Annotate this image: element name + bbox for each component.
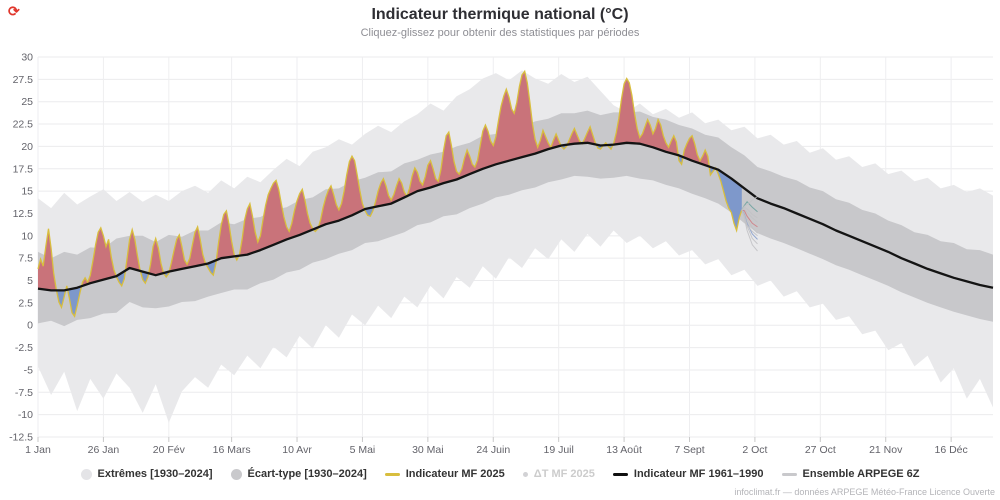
legend-item-label: Indicateur MF 2025 [405,468,505,480]
legend-item-5[interactable]: Indicateur MF 1961–1990 [612,468,764,480]
ensemble-member-line [741,209,758,234]
y-tick-label: 5 [27,275,33,287]
legend-marker-line-icon [612,472,628,476]
x-tick-label: 24 Juin [476,444,510,456]
y-tick-label: 20 [21,141,33,153]
y-tick-label: 17.5 [13,163,34,175]
x-tick-label: 21 Nov [869,444,903,456]
y-tick-label: 7.5 [18,253,33,265]
ecart-type-band [38,110,993,327]
y-tick-label: 2.5 [18,297,33,309]
chart-title: Indicateur thermique national (°C) [371,6,629,23]
legend-marker-circle-icon [230,468,242,480]
legend-item-label: Écart-type [1930–2024] [247,468,367,480]
legend-item-6[interactable]: Ensemble ARPEGE 6Z [781,468,920,480]
legend-item-2[interactable]: Écart-type [1930–2024] [230,468,367,480]
legend-item-label: Extrêmes [1930–2024] [97,468,213,480]
legend: Extrêmes [1930–2024] Écart-type [1930–202… [0,466,1000,482]
y-tick-label: 10 [21,230,33,242]
legend-marker-circle-icon [80,468,92,480]
chart-subtitle: Cliquez-glissez pour obtenir des statist… [360,27,640,39]
y-tick-label: -7.5 [15,387,33,399]
x-tick-label: 16 Déc [934,444,967,456]
warm-anomaly-area [38,228,57,291]
warm-anomaly-area [582,126,597,145]
warm-anomaly-area [613,78,679,156]
refresh-icon[interactable]: ⟳ [8,3,20,19]
y-tick-label: 25 [21,96,33,108]
legend-item-label: Indicateur MF 1961–1990 [633,468,764,480]
x-tick-label: 5 Mai [350,444,376,456]
legend-marker-dot-icon [522,471,528,477]
warm-anomaly-area [216,210,236,261]
y-tick-label: -12.5 [9,432,33,444]
warm-anomaly-area [169,226,206,272]
x-tick-label: 1 Jan [25,444,51,456]
cold-anomaly-area [140,271,149,284]
x-tick-label: 20 Fév [153,444,186,456]
x-tick-label: 2 Oct [742,444,767,456]
x-tick-label: 7 Sept [674,444,704,456]
y-tick-label: 12.5 [13,208,34,220]
x-tick-label: 13 Août [606,444,642,456]
legend-item-label: Ensemble ARPEGE 6Z [802,468,920,480]
legend-item-label: ΔT MF 2025 [533,468,595,480]
x-tick-label: 30 Mai [412,444,444,456]
cold-anomaly-area [56,290,66,308]
warm-anomaly-area [567,128,582,145]
ensemble-member-line [741,209,758,237]
cold-anomaly-area [67,286,82,317]
normal-1961-1990-line [37,141,994,292]
ensemble-member-line [741,209,758,228]
legend-marker-line-icon [781,472,797,476]
x-tick-label: 10 Avr [282,444,312,456]
legend-marker-line-icon [384,472,400,476]
warm-anomaly-area [407,71,561,197]
x-tick-label: 19 Juil [543,444,573,456]
y-tick-label: -2.5 [15,342,33,354]
x-tick-label: 27 Oct [805,444,836,456]
y-tick-label: 0 [27,320,33,332]
ensemble-member-line [741,196,758,211]
legend-item-3[interactable]: Indicateur MF 2025 [384,468,505,480]
x-tick-label: 16 Mars [213,444,251,456]
cold-anomaly-area [116,270,126,286]
y-tick-label: 27.5 [13,74,34,86]
y-tick-label: 30 [21,52,33,64]
warm-anomaly-area [238,180,314,256]
ensemble-member-line [741,209,758,252]
legend-item-4[interactable]: ΔT MF 2025 [522,468,595,480]
warm-anomaly-area [148,238,164,276]
y-tick-label: -5 [24,364,33,376]
legend-item-1[interactable]: Extrêmes [1930–2024] [80,468,213,480]
warm-anomaly-area [318,156,365,228]
footer-credit: infoclimat.fr — données ARPEGE Météo-Fra… [734,487,995,497]
mf2025-line [37,69,743,318]
y-tick-label: 22.5 [13,119,34,131]
y-tick-label: 15 [21,186,33,198]
x-tick-label: 26 Jan [88,444,120,456]
warm-anomaly-area [125,229,141,271]
extremes-band [38,70,993,423]
ensemble-member-line [741,208,758,223]
cold-anomaly-area [716,168,742,231]
y-tick-label: -10 [18,409,33,421]
